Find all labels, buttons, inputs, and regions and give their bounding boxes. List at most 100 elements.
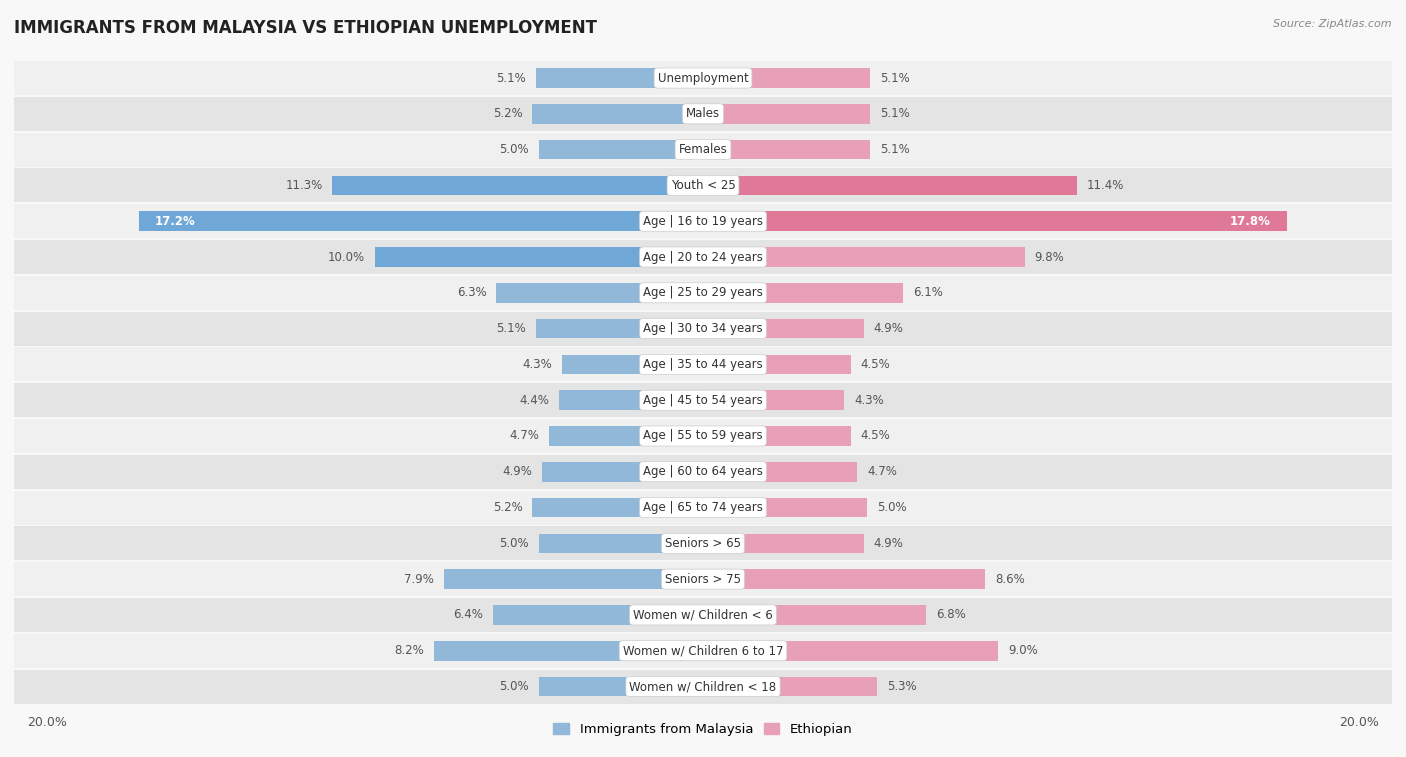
Text: 5.0%: 5.0% [877,501,907,514]
Text: Age | 25 to 29 years: Age | 25 to 29 years [643,286,763,299]
Text: Women w/ Children < 18: Women w/ Children < 18 [630,680,776,693]
Bar [538,140,703,160]
Bar [139,211,703,231]
Bar [332,176,703,195]
Text: 6.1%: 6.1% [912,286,943,299]
Text: Age | 20 to 24 years: Age | 20 to 24 years [643,251,763,263]
Bar [562,354,703,374]
Bar [703,462,858,481]
Text: 5.0%: 5.0% [499,537,529,550]
Text: Age | 60 to 64 years: Age | 60 to 64 years [643,466,763,478]
Bar [533,497,703,517]
Text: Age | 55 to 59 years: Age | 55 to 59 years [643,429,763,443]
Bar [0,562,1406,597]
Bar [0,312,1406,346]
Bar [703,426,851,446]
Bar [375,248,703,267]
Bar [0,669,1406,703]
Text: Women w/ Children 6 to 17: Women w/ Children 6 to 17 [623,644,783,657]
Text: 4.7%: 4.7% [509,429,538,443]
Bar [0,634,1406,668]
Bar [0,61,1406,95]
Bar [703,534,863,553]
Text: 4.7%: 4.7% [868,466,897,478]
Bar [703,68,870,88]
Bar [703,354,851,374]
Bar [558,391,703,410]
Bar [496,283,703,303]
Text: 11.4%: 11.4% [1087,179,1125,192]
Bar [0,240,1406,274]
Text: 6.3%: 6.3% [457,286,486,299]
Text: 5.1%: 5.1% [496,72,526,85]
Text: 5.1%: 5.1% [880,107,910,120]
Text: Youth < 25: Youth < 25 [671,179,735,192]
Bar [538,677,703,696]
Text: 11.3%: 11.3% [285,179,322,192]
Bar [444,569,703,589]
Bar [548,426,703,446]
Text: Age | 65 to 74 years: Age | 65 to 74 years [643,501,763,514]
Bar [703,248,1025,267]
Text: 5.0%: 5.0% [499,680,529,693]
Bar [0,204,1406,238]
Legend: Immigrants from Malaysia, Ethiopian: Immigrants from Malaysia, Ethiopian [548,718,858,741]
Bar [0,168,1406,202]
Text: 5.0%: 5.0% [499,143,529,156]
Bar [0,97,1406,131]
Text: 4.9%: 4.9% [873,537,904,550]
Text: Females: Females [679,143,727,156]
Bar [536,68,703,88]
Bar [0,347,1406,382]
Text: 4.5%: 4.5% [860,429,890,443]
Text: 9.0%: 9.0% [1008,644,1038,657]
Text: Seniors > 65: Seniors > 65 [665,537,741,550]
Text: Males: Males [686,107,720,120]
Bar [703,211,1286,231]
Text: Source: ZipAtlas.com: Source: ZipAtlas.com [1274,19,1392,29]
Text: 5.2%: 5.2% [494,107,523,120]
Text: Seniors > 75: Seniors > 75 [665,572,741,586]
Text: 17.8%: 17.8% [1230,215,1271,228]
Bar [543,462,703,481]
Text: 5.1%: 5.1% [496,322,526,335]
Bar [703,140,870,160]
Bar [0,419,1406,453]
Bar [703,569,986,589]
Bar [533,104,703,123]
Bar [703,319,863,338]
Text: Unemployment: Unemployment [658,72,748,85]
Text: 9.8%: 9.8% [1035,251,1064,263]
Text: Women w/ Children < 6: Women w/ Children < 6 [633,609,773,621]
Text: 5.1%: 5.1% [880,72,910,85]
Text: 6.8%: 6.8% [936,609,966,621]
Bar [703,104,870,123]
Text: 4.3%: 4.3% [523,358,553,371]
Text: Age | 16 to 19 years: Age | 16 to 19 years [643,215,763,228]
Bar [703,497,868,517]
Bar [703,605,927,625]
Text: 8.6%: 8.6% [995,572,1025,586]
Text: 17.2%: 17.2% [155,215,195,228]
Text: 4.9%: 4.9% [502,466,533,478]
Text: 5.2%: 5.2% [494,501,523,514]
Text: 5.1%: 5.1% [880,143,910,156]
Bar [0,491,1406,525]
Bar [434,641,703,661]
Bar [703,283,903,303]
Text: Age | 30 to 34 years: Age | 30 to 34 years [643,322,763,335]
Text: 10.0%: 10.0% [328,251,366,263]
Text: 5.3%: 5.3% [887,680,917,693]
Bar [494,605,703,625]
Bar [0,598,1406,632]
Bar [0,526,1406,560]
Bar [703,176,1077,195]
Bar [703,391,844,410]
Text: 4.3%: 4.3% [853,394,883,407]
Text: 4.4%: 4.4% [519,394,548,407]
Bar [536,319,703,338]
Text: 4.5%: 4.5% [860,358,890,371]
Bar [0,276,1406,310]
Text: Age | 35 to 44 years: Age | 35 to 44 years [643,358,763,371]
Bar [703,641,998,661]
